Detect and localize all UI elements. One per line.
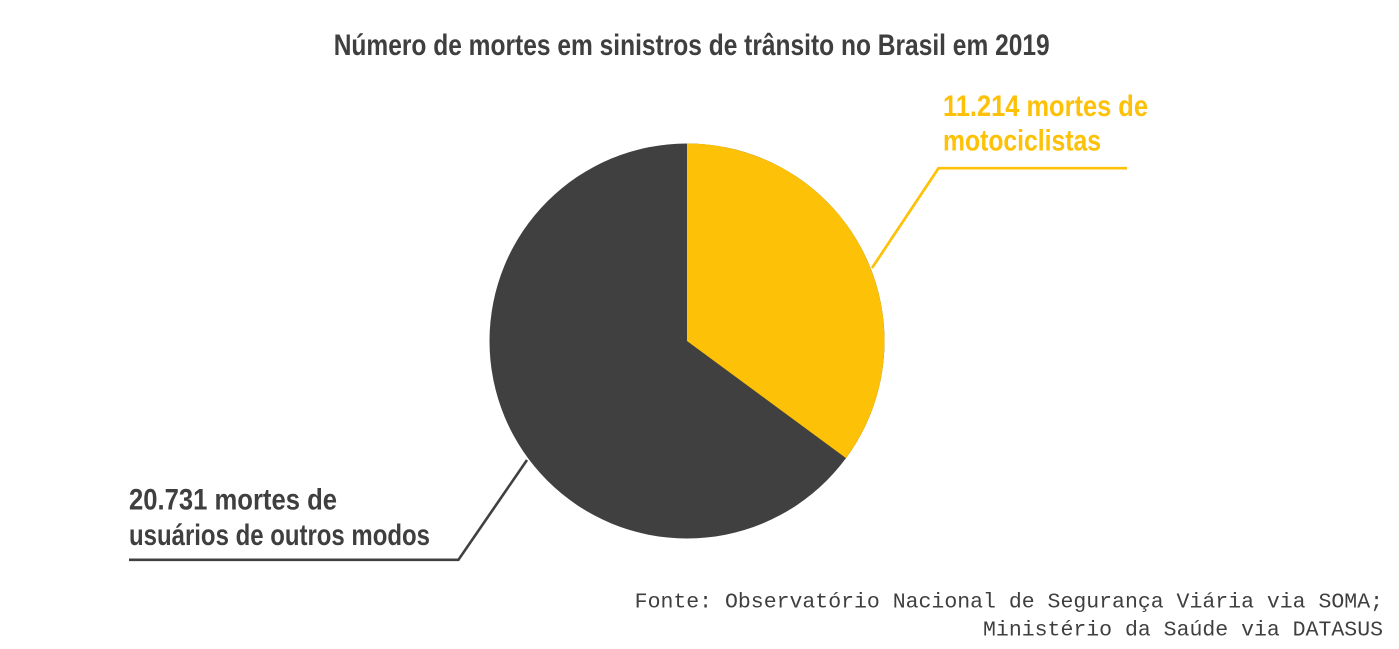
svg-text:20.731 mortes de: 20.731 mortes de [129,484,337,517]
svg-text:Número de mortes em sinistros: Número de mortes em sinistros de trânsit… [334,29,1050,62]
svg-text:usuários de outros modos: usuários de outros modos [129,519,430,552]
svg-text:Fonte: Observatório Nacional d: Fonte: Observatório Nacional de Seguranç… [635,590,1383,614]
svg-text:11.214 mortes de: 11.214 mortes de [943,90,1148,123]
svg-text:motociclistas: motociclistas [943,125,1101,158]
svg-text:Ministério da Saúde via DATASU: Ministério da Saúde via DATASUS [983,618,1383,642]
